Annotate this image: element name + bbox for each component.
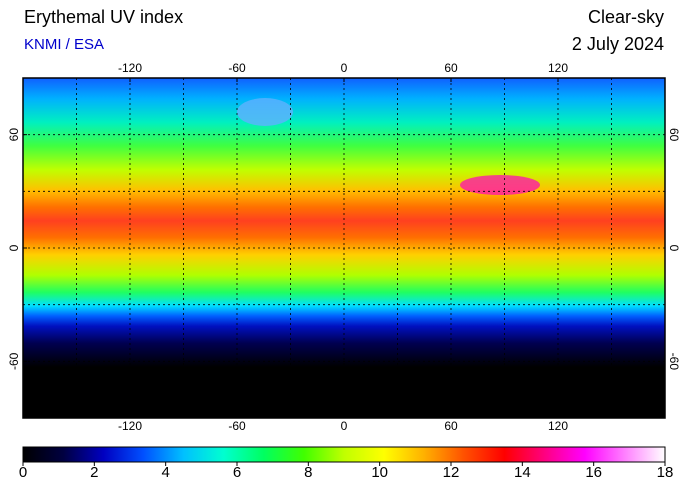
colorbar-label: 10 [371,464,388,481]
date: 2 July 2024 [572,34,664,54]
colorbar-label: 16 [585,464,602,481]
lat-label-left: 60 [7,128,21,142]
lon-label-bottom: 60 [444,419,458,433]
lon-label-top: 120 [548,61,568,75]
lon-label-bottom: -120 [118,419,142,433]
lon-label-bottom: 120 [548,419,568,433]
lon-label-top: -120 [118,61,142,75]
lat-label-right: 0 [667,245,681,252]
colorbar-label: 18 [657,464,674,481]
colorbar-label: 8 [304,464,312,481]
lat-label-right: -60 [667,353,681,371]
lon-label-bottom: -60 [228,419,246,433]
high-uv-region [460,175,540,195]
colorbar-label: 12 [443,464,460,481]
colorbar-label: 0 [19,464,27,481]
lon-label-bottom: 0 [341,419,348,433]
colorbar-label: 6 [233,464,241,481]
lon-label-top: 0 [341,61,348,75]
sky-condition: Clear-sky [588,7,664,27]
title: Erythemal UV index [24,7,183,27]
colorbar-label: 4 [161,464,169,481]
lat-label-right: 60 [667,128,681,142]
lon-label-top: 60 [444,61,458,75]
colorbar-label: 2 [90,464,98,481]
colorbar-label: 14 [514,464,531,481]
subtitle: KNMI / ESA [24,36,104,53]
lat-label-left: 0 [7,244,21,251]
lat-label-left: -60 [7,352,21,370]
colorbar [22,446,666,463]
lon-label-top: -60 [228,61,246,75]
greenland-region [237,98,293,126]
